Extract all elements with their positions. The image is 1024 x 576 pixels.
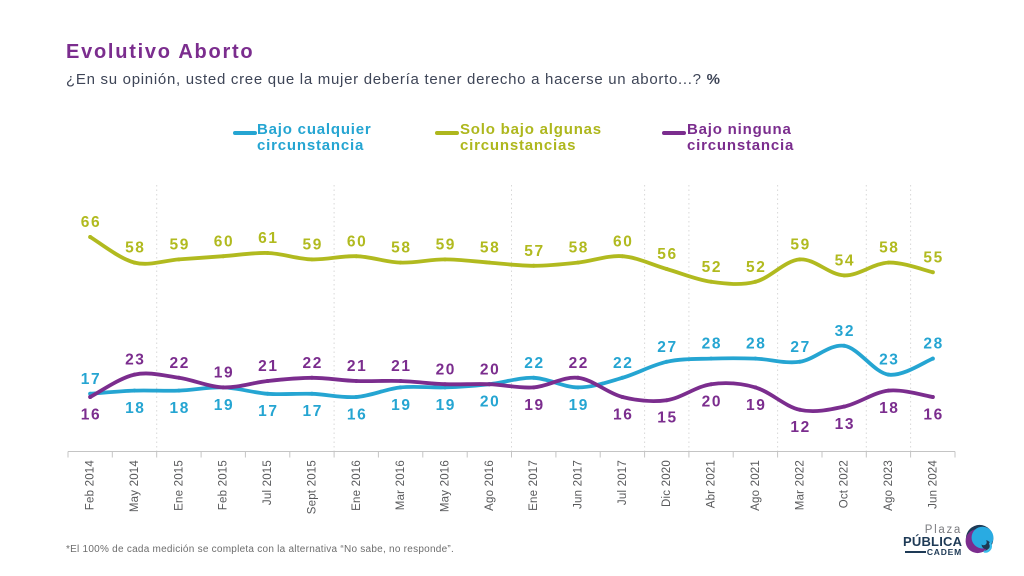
svg-text:13: 13 [835,416,855,433]
svg-text:Mar 2022: Mar 2022 [794,460,806,510]
svg-text:12: 12 [790,419,810,436]
svg-text:60: 60 [347,233,367,250]
svg-text:May 2016: May 2016 [440,460,452,512]
svg-text:59: 59 [436,237,456,254]
svg-text:16: 16 [613,406,633,423]
svg-text:16: 16 [923,406,943,423]
svg-text:Jul 2017: Jul 2017 [617,460,629,505]
svg-text:28: 28 [746,336,766,353]
svg-text:Jul 2015: Jul 2015 [262,460,274,505]
svg-text:58: 58 [569,240,589,257]
svg-text:28: 28 [923,336,943,353]
svg-text:Ene 2016: Ene 2016 [351,460,363,511]
svg-text:58: 58 [879,240,899,257]
svg-text:15: 15 [657,410,677,427]
svg-text:22: 22 [524,355,544,372]
svg-text:22: 22 [169,355,189,372]
svg-text:60: 60 [613,233,633,250]
svg-text:16: 16 [81,406,101,423]
svg-text:27: 27 [790,339,810,356]
svg-text:60: 60 [214,233,234,250]
svg-text:Ago 2023: Ago 2023 [883,460,895,511]
svg-text:21: 21 [347,358,367,375]
svg-text:Ago 2021: Ago 2021 [750,460,762,511]
svg-text:56: 56 [657,246,677,263]
svg-text:23: 23 [125,352,145,369]
svg-text:Mar 2016: Mar 2016 [395,460,407,510]
svg-text:61: 61 [258,230,278,247]
svg-text:18: 18 [879,400,899,417]
svg-text:58: 58 [480,240,500,257]
svg-text:28: 28 [702,336,722,353]
svg-text:59: 59 [790,237,810,254]
svg-text:20: 20 [480,361,500,378]
svg-text:57: 57 [524,243,544,260]
svg-text:66: 66 [81,214,101,231]
svg-text:19: 19 [214,397,234,414]
svg-text:20: 20 [702,394,722,411]
svg-text:52: 52 [702,259,722,276]
svg-text:22: 22 [302,355,322,372]
svg-text:Sept 2015: Sept 2015 [306,460,318,514]
svg-text:Jun 2024: Jun 2024 [927,460,939,509]
svg-text:Dic 2020: Dic 2020 [661,460,673,507]
svg-text:19: 19 [746,397,766,414]
svg-text:20: 20 [436,361,456,378]
svg-text:27: 27 [657,339,677,356]
svg-text:59: 59 [169,237,189,254]
svg-text:16: 16 [347,406,367,423]
svg-text:59: 59 [302,237,322,254]
svg-text:Oct 2022: Oct 2022 [839,460,851,508]
svg-text:21: 21 [391,358,411,375]
svg-text:22: 22 [613,355,633,372]
svg-text:Ene 2015: Ene 2015 [173,460,185,511]
svg-text:Ene 2017: Ene 2017 [528,460,540,511]
svg-text:58: 58 [125,240,145,257]
svg-text:55: 55 [923,249,943,266]
svg-text:19: 19 [436,397,456,414]
svg-text:18: 18 [125,400,145,417]
svg-text:17: 17 [81,371,101,388]
svg-text:Jun 2017: Jun 2017 [573,460,585,509]
svg-text:17: 17 [302,403,322,420]
svg-text:52: 52 [746,259,766,276]
svg-text:22: 22 [569,355,589,372]
svg-text:18: 18 [169,400,189,417]
svg-text:Abr 2021: Abr 2021 [706,460,718,508]
svg-text:19: 19 [391,397,411,414]
svg-text:Feb 2015: Feb 2015 [218,460,230,510]
svg-text:Ago 2016: Ago 2016 [484,460,496,511]
svg-text:32: 32 [835,323,855,340]
svg-text:19: 19 [214,365,234,382]
svg-text:21: 21 [258,358,278,375]
svg-text:Feb 2014: Feb 2014 [85,460,97,511]
svg-text:May 2014: May 2014 [129,460,141,513]
svg-text:17: 17 [258,403,278,420]
svg-text:54: 54 [835,253,855,270]
svg-text:19: 19 [524,397,544,414]
svg-text:20: 20 [480,394,500,411]
svg-text:19: 19 [569,397,589,414]
svg-text:23: 23 [879,352,899,369]
svg-text:58: 58 [391,240,411,257]
